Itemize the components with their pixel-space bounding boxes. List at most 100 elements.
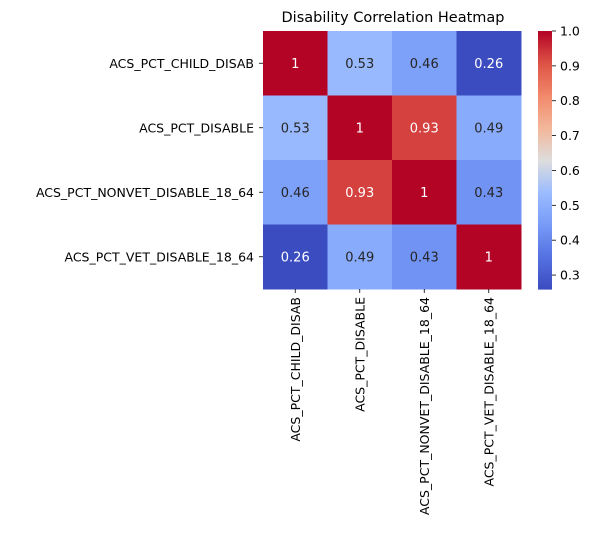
colorbar-segment [538,45,552,48]
heatmap-cell [263,31,328,96]
colorbar-segment [538,37,552,40]
colorbar-segment [538,211,552,214]
colorbar-segment [538,135,552,138]
colorbar-segment [538,283,552,286]
colorbar-segment [538,155,552,158]
colorbar-segment [538,191,552,194]
colorbar-segment [538,251,552,254]
colorbar-segment [538,167,552,170]
cell-value-label: 0.49 [345,250,374,265]
colorbar-segment [538,75,552,78]
colorbar-segment [538,73,552,76]
colorbar-segment [538,263,552,266]
colorbar-segment [538,67,552,70]
colorbar-segment [538,187,552,190]
heatmap-cell [456,95,522,161]
colorbar-segment [538,89,552,92]
colorbar-tick-label: 1.0 [560,24,580,39]
column-tick-labels: ACS_PCT_CHILD_DISAB ACS_PCT_DISABLE ACS_PC… [288,289,496,515]
colorbar-segment [538,69,552,72]
colorbar-segment [538,145,552,148]
colorbar-segment [538,241,552,244]
cell-value-label: 0.46 [410,57,439,72]
colorbar-tick-label: 0.5 [560,198,580,213]
colorbar-segment [538,237,552,240]
colorbar-segment [538,49,552,52]
heatmap-cell [327,160,393,225]
colorbar-segment [538,109,552,112]
cell-value-label: 1 [485,250,493,265]
colorbar-segment [538,195,552,198]
colorbar: 0.3 0.4 0.5 0.6 0.7 0.8 0.9 1.0 [538,24,580,290]
colorbar-segment [538,189,552,192]
heatmap-cell [456,160,522,225]
colorbar-segment [538,209,552,212]
colorbar-segment [538,185,552,188]
colorbar-segment [538,165,552,168]
colorbar-segment [538,77,552,80]
cell-value-label: 0.43 [474,186,503,201]
row-tick-label: ACS_PCT_VET_DISABLE_18_64 [64,249,254,264]
cell-value-label: 0.53 [345,57,374,72]
cell-value-label: 0.26 [281,250,310,265]
cell-value-label: 0.26 [474,57,503,72]
colorbar-segment [538,39,552,42]
colorbar-segment [538,207,552,210]
colorbar-segment [538,163,552,166]
colorbar-segment [538,261,552,264]
colorbar-segment [538,81,552,84]
colorbar-segment [538,205,552,208]
colorbar-segment [538,111,552,114]
heatmap-cell [327,224,393,290]
colorbar-segment [538,181,552,184]
heatmap-cell [456,31,522,96]
colorbar-tick-label: 0.9 [560,58,580,73]
colorbar-segment [538,217,552,220]
row-tick-label: ACS_PCT_DISABLE [139,120,254,135]
heatmap-cell [392,31,457,96]
colorbar-segment [538,53,552,56]
colorbar-tick-label: 0.3 [560,268,580,283]
colorbar-segment [538,203,552,206]
column-tick-label: ACS_PCT_CHILD_DISAB [288,297,303,442]
colorbar-tick-label: 0.4 [560,233,580,248]
column-tick-label: ACS_PCT_DISABLE [352,297,367,412]
colorbar-segment [538,171,552,174]
colorbar-segment [538,213,552,216]
colorbar-segment [538,147,552,150]
colorbar-tick-label: 0.6 [560,163,580,178]
heatmap-cell [263,160,328,225]
cell-value-label: 0.93 [345,186,374,201]
colorbar-segment [538,133,552,136]
colorbar-segment [538,137,552,140]
colorbar-segment [538,277,552,280]
colorbar-segment [538,259,552,262]
colorbar-segment [538,273,552,276]
colorbar-segment [538,59,552,62]
colorbar-segment [538,125,552,128]
cell-value-label: 0.43 [410,250,439,265]
colorbar-segment [538,87,552,90]
colorbar-segment [538,99,552,102]
colorbar-segment [538,201,552,204]
colorbar-segment [538,93,552,96]
colorbar-segment [538,65,552,68]
colorbar-segment [538,47,552,50]
colorbar-segment [538,107,552,110]
colorbar-segment [538,119,552,122]
colorbar-segment [538,281,552,284]
colorbar-segment [538,85,552,88]
colorbar-tick-label: 0.8 [560,93,580,108]
colorbar-segment [538,257,552,260]
colorbar-segment [538,129,552,132]
column-tick-label: ACS_PCT_NONVET_DISABLE_18_64 [417,297,432,515]
colorbar-segment [538,287,552,290]
colorbar-segment [538,245,552,248]
colorbar-segment [538,169,552,172]
colorbar-segment [538,175,552,178]
chart-title: Disability Correlation Heatmap [282,10,505,26]
colorbar-segment [538,233,552,236]
colorbar-segment [538,197,552,200]
colorbar-segment [538,139,552,142]
colorbar-segment [538,153,552,156]
